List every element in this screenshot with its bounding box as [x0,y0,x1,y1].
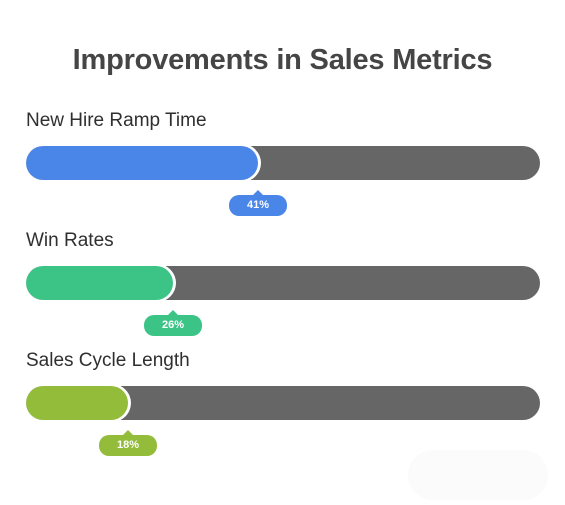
metric-label: Sales Cycle Length [26,350,190,371]
progress-fill [26,266,173,300]
value-badge: 26% [144,310,202,336]
value-badge: 41% [229,190,287,216]
metric-label: Win Rates [26,230,114,251]
metric-label: New Hire Ramp Time [26,110,207,131]
faint-overlay-shape [408,450,548,500]
progress-fill [26,146,258,180]
value-badge: 18% [99,430,157,456]
progress-track [26,146,540,180]
progress-track [26,266,540,300]
progress-track [26,386,540,420]
chart-title: Improvements in Sales Metrics [72,44,493,76]
progress-fill [26,386,128,420]
